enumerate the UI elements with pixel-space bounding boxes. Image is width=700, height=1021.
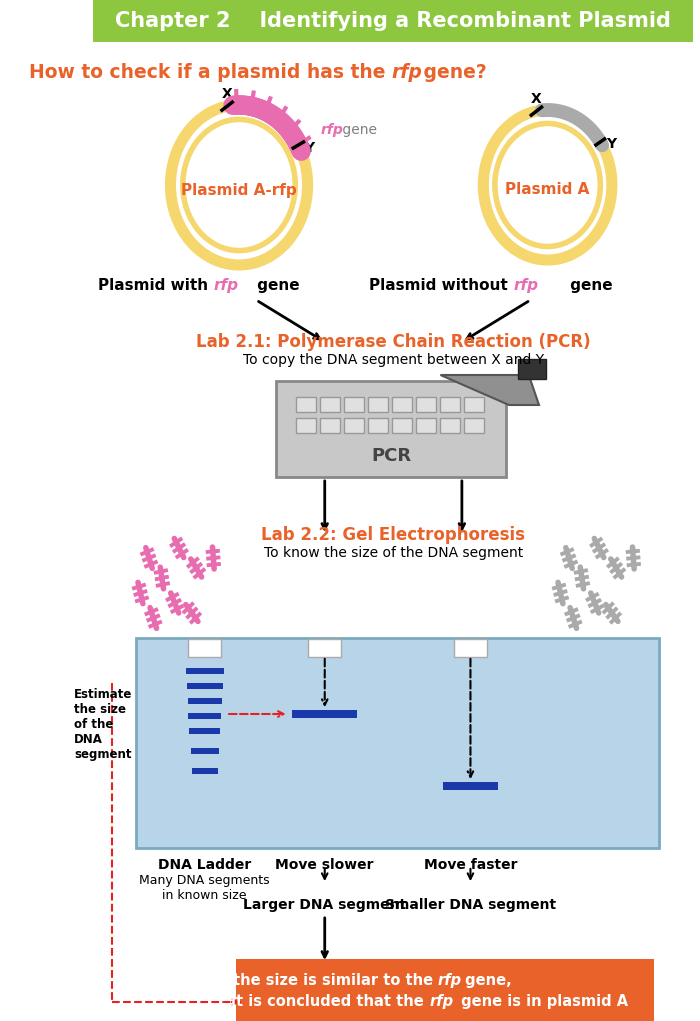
FancyBboxPatch shape xyxy=(368,397,388,412)
FancyBboxPatch shape xyxy=(416,418,436,433)
Text: Larger DNA segment: Larger DNA segment xyxy=(243,898,406,912)
Text: Lab 2.1: Polymerase Chain Reaction (PCR): Lab 2.1: Polymerase Chain Reaction (PCR) xyxy=(196,333,591,351)
FancyBboxPatch shape xyxy=(440,397,460,412)
Text: gene: gene xyxy=(565,278,612,292)
Text: If the size is similar to the: If the size is similar to the xyxy=(216,972,438,987)
Text: rfp: rfp xyxy=(214,278,238,292)
Text: PCR: PCR xyxy=(371,447,411,465)
FancyBboxPatch shape xyxy=(186,668,225,674)
Text: Chapter 2    Identifying a Recombinant Plasmid: Chapter 2 Identifying a Recombinant Plas… xyxy=(116,11,671,31)
FancyBboxPatch shape xyxy=(344,397,364,412)
Text: DNA Ladder: DNA Ladder xyxy=(158,858,251,872)
Text: Plasmid with: Plasmid with xyxy=(98,278,214,292)
Text: Lab 2.2: Gel Electrophoresis: Lab 2.2: Gel Electrophoresis xyxy=(261,526,525,544)
Text: gene,: gene, xyxy=(460,972,512,987)
Text: Y: Y xyxy=(606,137,617,151)
FancyBboxPatch shape xyxy=(192,768,218,774)
FancyBboxPatch shape xyxy=(344,418,364,433)
Text: it is concluded that the: it is concluded that the xyxy=(232,993,429,1009)
FancyBboxPatch shape xyxy=(93,0,693,42)
FancyBboxPatch shape xyxy=(320,418,340,433)
Text: gene?: gene? xyxy=(417,62,487,82)
FancyBboxPatch shape xyxy=(236,959,654,1021)
FancyBboxPatch shape xyxy=(391,418,412,433)
Text: rfp: rfp xyxy=(321,123,343,137)
Text: To copy the DNA segment between X and Y: To copy the DNA segment between X and Y xyxy=(243,353,544,367)
Polygon shape xyxy=(440,375,539,405)
Text: rfp: rfp xyxy=(429,993,454,1009)
Text: gene: gene xyxy=(337,123,377,137)
FancyBboxPatch shape xyxy=(320,397,340,412)
FancyBboxPatch shape xyxy=(187,683,223,689)
Text: How to check if a plasmid has the: How to check if a plasmid has the xyxy=(29,62,391,82)
FancyBboxPatch shape xyxy=(191,748,219,753)
Text: Estimate
the size
of the
DNA
segment: Estimate the size of the DNA segment xyxy=(74,688,133,761)
Text: Many DNA segments
in known size: Many DNA segments in known size xyxy=(139,874,270,902)
Text: rfp: rfp xyxy=(391,62,422,82)
FancyBboxPatch shape xyxy=(276,381,507,477)
FancyBboxPatch shape xyxy=(463,397,484,412)
FancyBboxPatch shape xyxy=(440,418,460,433)
Text: rfp: rfp xyxy=(438,972,462,987)
FancyBboxPatch shape xyxy=(368,418,388,433)
FancyBboxPatch shape xyxy=(292,710,357,718)
Text: X: X xyxy=(531,92,542,106)
FancyBboxPatch shape xyxy=(416,397,436,412)
FancyBboxPatch shape xyxy=(189,728,220,734)
FancyBboxPatch shape xyxy=(295,418,316,433)
Text: To know the size of the DNA segment: To know the size of the DNA segment xyxy=(264,546,523,560)
FancyBboxPatch shape xyxy=(519,359,546,379)
FancyBboxPatch shape xyxy=(391,397,412,412)
Text: Plasmid A: Plasmid A xyxy=(505,183,590,197)
Text: gene is in plasmid A: gene is in plasmid A xyxy=(456,993,628,1009)
Text: rfp: rfp xyxy=(513,278,538,292)
FancyBboxPatch shape xyxy=(443,782,498,790)
Text: X: X xyxy=(222,87,232,101)
FancyBboxPatch shape xyxy=(136,638,659,848)
Text: Smaller DNA segment: Smaller DNA segment xyxy=(385,898,556,912)
FancyBboxPatch shape xyxy=(309,639,341,657)
Text: Plasmid without: Plasmid without xyxy=(370,278,513,292)
FancyBboxPatch shape xyxy=(454,639,486,657)
Text: Move slower: Move slower xyxy=(276,858,374,872)
FancyBboxPatch shape xyxy=(188,713,221,719)
Text: gene: gene xyxy=(252,278,300,292)
Text: Move faster: Move faster xyxy=(424,858,517,872)
FancyBboxPatch shape xyxy=(188,698,222,704)
FancyBboxPatch shape xyxy=(295,397,316,412)
FancyBboxPatch shape xyxy=(463,418,484,433)
Text: Plasmid A-rfp: Plasmid A-rfp xyxy=(181,183,297,197)
FancyBboxPatch shape xyxy=(188,639,221,657)
Text: Y: Y xyxy=(304,141,314,155)
